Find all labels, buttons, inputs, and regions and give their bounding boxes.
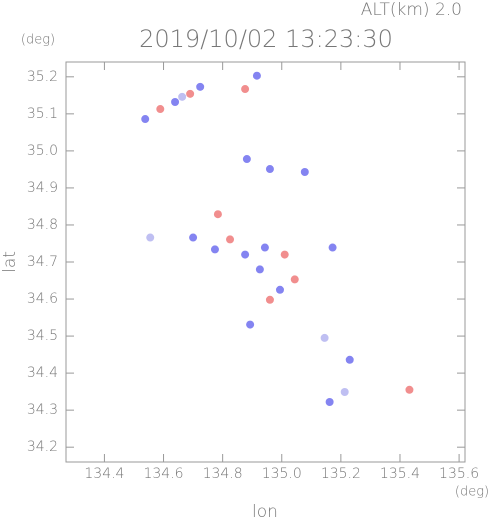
echo-point bbox=[405, 385, 414, 394]
echo-point bbox=[171, 98, 180, 106]
y-tick-label: 34.3 bbox=[27, 402, 58, 418]
x-tick-label: 135.0 bbox=[262, 466, 302, 482]
altitude-label: ALT(km) 2.0 bbox=[361, 0, 462, 20]
echo-point bbox=[141, 115, 150, 124]
x-tick-label: 134.4 bbox=[84, 466, 124, 482]
y-tick-label: 34.9 bbox=[27, 180, 58, 196]
echo-point bbox=[320, 333, 329, 342]
echo-point bbox=[196, 82, 205, 91]
echo-point bbox=[265, 295, 274, 304]
echo-point bbox=[213, 210, 222, 219]
echo-point bbox=[210, 245, 219, 254]
echo-point bbox=[156, 105, 165, 114]
echo-point bbox=[340, 388, 349, 396]
x-tick-label: 135.6 bbox=[439, 466, 479, 482]
x-axis-label: lon bbox=[252, 502, 278, 521]
echo-point bbox=[186, 89, 195, 98]
echo-point bbox=[280, 250, 289, 259]
x-tick-label: 134.6 bbox=[143, 466, 183, 482]
echo-point bbox=[255, 265, 264, 274]
y-unit: (deg) bbox=[21, 33, 55, 48]
echo-point bbox=[300, 168, 309, 176]
echo-point bbox=[241, 85, 250, 94]
echo-point bbox=[275, 285, 284, 294]
echo-point bbox=[252, 71, 261, 80]
echo-point bbox=[265, 165, 274, 174]
x-tick-label: 134.8 bbox=[203, 466, 243, 482]
x-tick-label: 135.4 bbox=[380, 466, 420, 482]
echo-point bbox=[290, 275, 299, 284]
y-tick-label: 34.2 bbox=[27, 439, 58, 455]
plot-frame bbox=[65, 61, 466, 463]
echo-point bbox=[178, 92, 187, 101]
y-tick-label: 34.5 bbox=[27, 328, 58, 344]
echo-point bbox=[246, 320, 255, 329]
echo-point bbox=[260, 243, 269, 252]
echo-point bbox=[189, 233, 198, 242]
y-tick-label: 35.1 bbox=[27, 106, 58, 122]
echo-point bbox=[242, 155, 251, 164]
echo-point bbox=[241, 250, 250, 259]
echo-point bbox=[328, 243, 337, 252]
echo-point bbox=[345, 355, 354, 364]
x-tick-label: 135.2 bbox=[321, 466, 361, 482]
echo-point bbox=[226, 235, 235, 244]
y-tick-label: 34.6 bbox=[27, 291, 58, 307]
chart-title: 2019/10/02 13:23:30 bbox=[139, 25, 393, 53]
y-tick-label: 35.0 bbox=[27, 143, 58, 159]
y-tick-label: 34.7 bbox=[27, 254, 58, 270]
x-unit: (deg) bbox=[455, 485, 489, 500]
y-tick-label: 34.8 bbox=[27, 217, 58, 233]
y-axis-label: lat bbox=[0, 251, 20, 273]
y-tick-label: 35.2 bbox=[27, 69, 58, 85]
y-tick-label: 34.4 bbox=[27, 365, 58, 381]
echo-point bbox=[325, 398, 334, 406]
echo-point bbox=[146, 233, 155, 242]
